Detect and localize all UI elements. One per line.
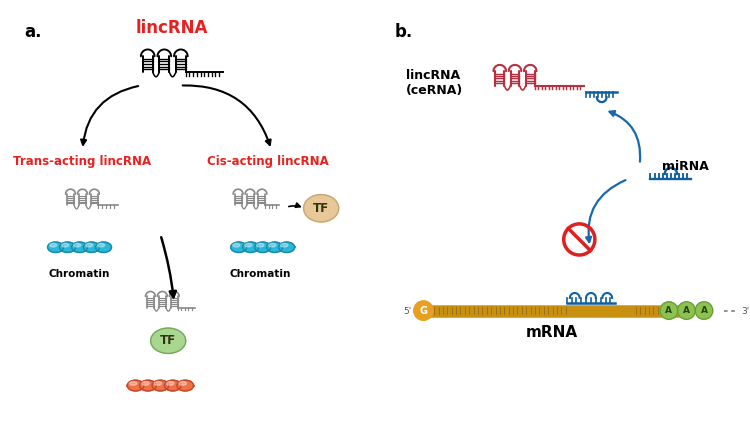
Ellipse shape xyxy=(129,382,136,385)
Circle shape xyxy=(660,302,678,319)
Ellipse shape xyxy=(279,242,295,253)
Text: G: G xyxy=(419,305,428,316)
Text: Chromatin: Chromatin xyxy=(49,269,110,279)
Text: Chromatin: Chromatin xyxy=(229,269,290,279)
Circle shape xyxy=(678,302,695,319)
Ellipse shape xyxy=(154,382,162,385)
Text: Cis-acting lincRNA: Cis-acting lincRNA xyxy=(207,155,328,168)
Ellipse shape xyxy=(86,243,93,247)
Ellipse shape xyxy=(98,243,105,247)
Ellipse shape xyxy=(255,242,271,253)
Ellipse shape xyxy=(95,242,112,253)
Circle shape xyxy=(695,302,712,319)
Ellipse shape xyxy=(268,243,276,247)
Text: mRNA: mRNA xyxy=(526,325,578,340)
Ellipse shape xyxy=(244,243,252,247)
Circle shape xyxy=(414,301,434,320)
Ellipse shape xyxy=(166,382,174,385)
Text: lincRNA
(ceRNA): lincRNA (ceRNA) xyxy=(406,69,464,97)
Ellipse shape xyxy=(59,242,76,253)
Text: 5': 5' xyxy=(404,307,412,316)
Ellipse shape xyxy=(142,382,149,385)
Ellipse shape xyxy=(231,242,247,253)
Ellipse shape xyxy=(62,243,69,247)
Text: miRNA: miRNA xyxy=(662,160,709,173)
Text: lincRNA: lincRNA xyxy=(136,19,209,37)
Ellipse shape xyxy=(256,243,264,247)
Text: Trans-acting lincRNA: Trans-acting lincRNA xyxy=(13,155,152,168)
Text: A: A xyxy=(665,306,673,315)
Ellipse shape xyxy=(140,380,156,391)
Text: a.: a. xyxy=(24,23,41,41)
Ellipse shape xyxy=(71,242,88,253)
Ellipse shape xyxy=(83,242,100,253)
Ellipse shape xyxy=(304,194,339,222)
Ellipse shape xyxy=(267,242,283,253)
Text: TF: TF xyxy=(160,334,176,347)
Ellipse shape xyxy=(128,380,144,391)
Ellipse shape xyxy=(280,243,288,247)
Ellipse shape xyxy=(243,242,259,253)
Text: b.: b. xyxy=(394,23,412,41)
Ellipse shape xyxy=(152,380,169,391)
Ellipse shape xyxy=(47,242,64,253)
Ellipse shape xyxy=(164,380,181,391)
Ellipse shape xyxy=(50,243,57,247)
Text: A: A xyxy=(683,306,690,315)
Ellipse shape xyxy=(74,243,81,247)
Text: TF: TF xyxy=(313,202,329,215)
Ellipse shape xyxy=(179,382,187,385)
Ellipse shape xyxy=(151,328,186,354)
Ellipse shape xyxy=(177,380,194,391)
Text: A: A xyxy=(700,306,707,315)
Text: 3': 3' xyxy=(741,307,749,316)
Ellipse shape xyxy=(232,243,240,247)
